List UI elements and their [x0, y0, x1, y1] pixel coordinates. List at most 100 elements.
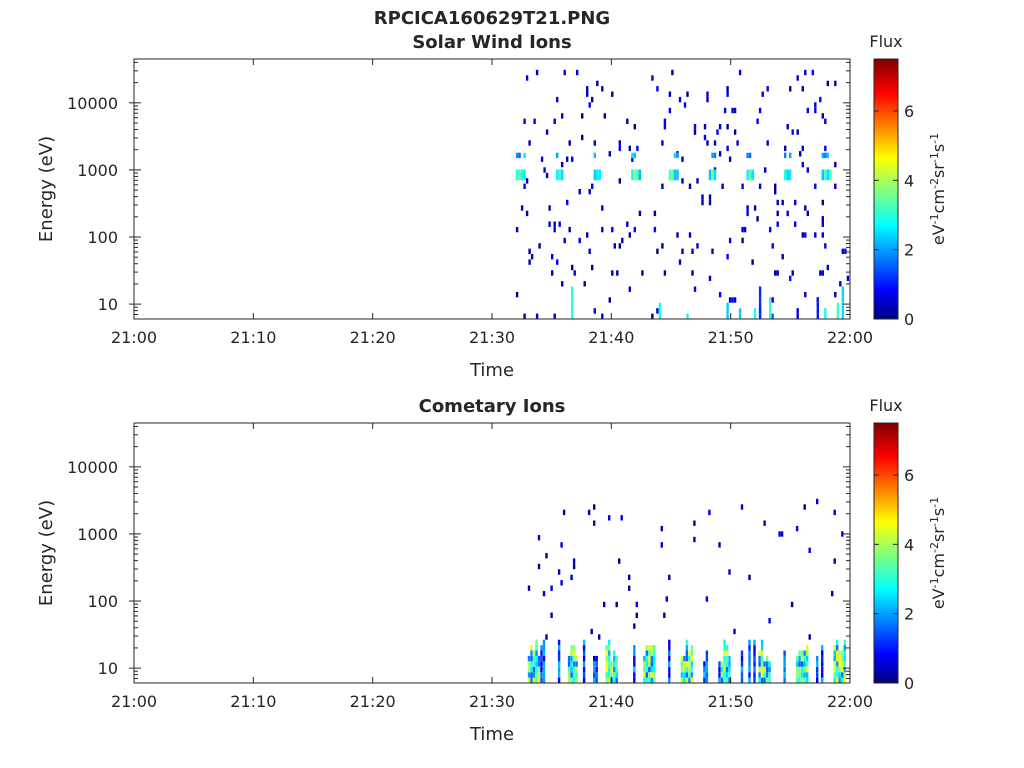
heatmap-cell: [833, 655, 836, 662]
heatmap-cells: [515, 69, 850, 319]
heatmap-cell: [628, 286, 631, 292]
heatmap-cell: [593, 152, 596, 159]
heatmap-cell: [816, 672, 819, 678]
heatmap-cell: [758, 302, 762, 309]
heatmap-cell: [743, 226, 747, 233]
heatmap-cell: [798, 661, 801, 667]
heatmap-cell: [776, 270, 779, 276]
heatmap-cell: [838, 661, 841, 667]
heatmap-cell: [765, 661, 769, 667]
heatmap-cell: [758, 313, 762, 319]
heatmap-cell: [821, 645, 824, 651]
heatmap-cell: [680, 655, 684, 662]
heatmap-cell: [570, 650, 573, 656]
heatmap-cell: [824, 169, 827, 181]
y-axis-label: Energy (eV): [36, 500, 57, 606]
heatmap-cell: [796, 308, 799, 314]
heatmap-cell: [690, 666, 694, 673]
heatmap-cell: [613, 677, 616, 683]
heatmap-cell: [636, 145, 639, 152]
heatmap-cell: [760, 655, 764, 662]
heatmap-cell: [728, 237, 732, 244]
heatmap-cell: [733, 107, 737, 114]
x-ticks: 21:00 21:10 21:20 21:30 21:40 21:50 22:00: [111, 423, 873, 711]
heatmap-cell: [711, 248, 714, 254]
heatmap-cell: [608, 151, 611, 157]
heatmap-cell: [776, 221, 779, 227]
heatmap-cell: [841, 531, 844, 537]
heatmap-cell: [685, 645, 689, 651]
heatmap-cell: [725, 645, 729, 651]
heatmap-cell: [535, 69, 539, 76]
heatmap-cell: [556, 169, 559, 181]
heatmap-cell: [833, 677, 836, 683]
heatmap-cell: [656, 86, 659, 92]
heatmap-cell: [618, 178, 621, 184]
heatmap-cell: [582, 639, 586, 646]
heatmap-cell: [593, 677, 596, 683]
x-tick-label: 22:00: [827, 328, 873, 347]
heatmap-cell: [570, 672, 573, 678]
heatmap-cell: [768, 618, 771, 624]
heatmap-cell: [561, 113, 564, 119]
heatmap-cell: [796, 75, 799, 81]
heatmap-cell: [678, 259, 682, 265]
heatmap-cell: [826, 80, 829, 87]
heatmap-cell: [713, 152, 717, 159]
heatmap-cell: [705, 650, 709, 656]
heatmap-cell: [567, 655, 571, 662]
heatmap-cell: [638, 210, 642, 217]
heatmap-cell: [783, 661, 786, 667]
heatmap-cell: [668, 650, 671, 656]
heatmap-cell: [824, 243, 827, 249]
heatmap-cell: [581, 113, 584, 119]
heatmap-cell: [836, 666, 839, 673]
heatmap-cell: [688, 661, 691, 667]
heatmap-cell: [841, 313, 844, 319]
heatmap-cell: [605, 672, 608, 678]
heatmap-cell: [581, 134, 584, 141]
heatmap-cell: [530, 677, 533, 683]
heatmap-cell: [648, 672, 651, 678]
heatmap-cell: [688, 232, 692, 238]
heatmap-cell: [723, 650, 726, 656]
heatmap-cell: [681, 178, 684, 184]
heatmap-cell: [633, 623, 636, 629]
heatmap-cell: [645, 672, 648, 678]
heatmap-cell: [582, 672, 586, 678]
heatmap-cell: [833, 509, 836, 516]
heatmap-cell: [613, 655, 616, 662]
heatmap-cell: [650, 650, 653, 656]
heatmap-cell: [780, 531, 784, 537]
heatmap-cell: [631, 169, 634, 181]
heatmap-cell: [765, 677, 769, 683]
heatmap-cells: [527, 498, 846, 683]
heatmap-cell: [703, 124, 707, 130]
heatmap-cell: [843, 650, 846, 656]
heatmap-cell: [563, 237, 566, 244]
heatmap-cell: [838, 655, 841, 662]
heatmap-cell: [595, 677, 598, 683]
heatmap-cell: [738, 308, 742, 314]
heatmap-cell: [671, 169, 674, 181]
heatmap-cell: [693, 520, 696, 526]
heatmap-cell: [523, 152, 526, 159]
heatmap-cell: [758, 677, 761, 683]
heatmap-cell: [821, 113, 824, 119]
heatmap-cell: [663, 124, 667, 130]
colorbar-unit-label: eV-1cm-2sr-1s-1: [928, 133, 948, 245]
heatmap-cell: [829, 169, 832, 181]
heatmap-cell: [841, 650, 844, 656]
heatmap-cell: [758, 655, 761, 662]
heatmap-cell: [683, 677, 686, 683]
heatmap-cell: [676, 152, 679, 159]
heatmap-cell: [763, 520, 766, 526]
heatmap-cell: [841, 291, 844, 298]
heatmap-cell: [601, 205, 604, 211]
heatmap-cell: [708, 509, 711, 516]
heatmap-cell: [841, 672, 844, 678]
heatmap-cell: [705, 596, 709, 602]
heatmap-cell: [705, 655, 709, 662]
colorbar-tick-label: 6: [904, 102, 914, 121]
